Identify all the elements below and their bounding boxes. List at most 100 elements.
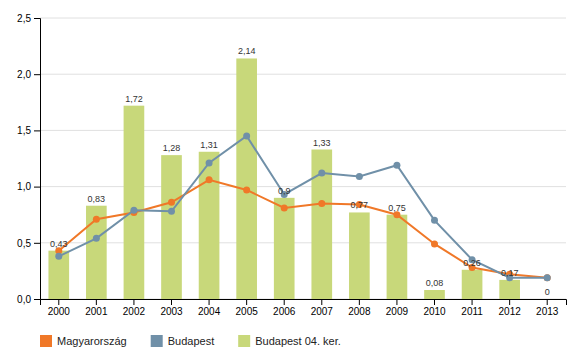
legend-label: Budapest bbox=[168, 335, 214, 347]
marker bbox=[318, 200, 325, 207]
legend-label: Magyarország bbox=[57, 335, 127, 347]
x-tick-label: 2011 bbox=[461, 306, 483, 317]
bar bbox=[311, 150, 332, 299]
x-tick: 2011 bbox=[461, 299, 483, 317]
x-tick-mark bbox=[246, 299, 247, 305]
bar bbox=[86, 206, 107, 299]
y-tick: 1,0 bbox=[17, 181, 40, 192]
y-tick-label: 2,0 bbox=[17, 69, 31, 80]
marker bbox=[281, 204, 288, 211]
data-label: 1,72 bbox=[125, 94, 143, 104]
data-label: 2,14 bbox=[238, 46, 256, 56]
y-axis: 0,0 0,5 1,0 1,5 2,0 2,5 bbox=[17, 13, 40, 305]
x-tick-label: 2009 bbox=[386, 306, 409, 317]
marks bbox=[48, 58, 550, 299]
grid-line bbox=[40, 130, 566, 131]
legend-swatch bbox=[40, 335, 52, 347]
chart: 2000200120022003200420052006200720082009… bbox=[0, 0, 580, 363]
x-tick-mark bbox=[209, 299, 210, 305]
data-label: 0,08 bbox=[426, 278, 444, 288]
x-tick: 2008 bbox=[348, 299, 371, 317]
y-tick-mark bbox=[34, 299, 40, 300]
x-tick-label: 2010 bbox=[423, 306, 446, 317]
marker bbox=[93, 235, 100, 242]
grid-line bbox=[40, 18, 566, 19]
marker bbox=[206, 159, 213, 166]
bar bbox=[499, 280, 520, 299]
y-tick-label: 1,5 bbox=[17, 125, 31, 136]
marker bbox=[356, 173, 363, 180]
bar bbox=[48, 251, 69, 299]
marker bbox=[168, 208, 175, 215]
x-tick-mark bbox=[547, 299, 548, 305]
x-tick: 2009 bbox=[386, 299, 409, 317]
x-tick: 2004 bbox=[198, 299, 221, 317]
marker bbox=[544, 274, 551, 281]
x-tick-label: 2000 bbox=[48, 306, 71, 317]
x-tick: 2002 bbox=[123, 299, 146, 317]
grid bbox=[40, 18, 566, 299]
grid-line bbox=[40, 74, 566, 75]
legend-label: Budapest 04. ker. bbox=[255, 335, 341, 347]
y-tick-mark bbox=[34, 243, 40, 244]
x-tick: 2000 bbox=[48, 299, 71, 317]
legend-item: Budapest 04. ker. bbox=[238, 335, 341, 347]
data-labels: 0,43 0,83 1,72 1,28 1,31 2,14 0,9 1,33 0,77 0,75 0… bbox=[50, 46, 550, 297]
marker bbox=[431, 240, 438, 247]
x-tick-label: 2001 bbox=[85, 306, 108, 317]
data-label: 1,28 bbox=[163, 143, 181, 153]
x-tick-mark bbox=[133, 299, 134, 305]
x-tick-mark bbox=[472, 299, 473, 305]
legend-item: Magyarország bbox=[40, 335, 127, 347]
legend-item: Budapest bbox=[151, 335, 214, 347]
x-tick-mark bbox=[58, 299, 59, 305]
data-label: 0,77 bbox=[351, 200, 369, 210]
y-tick-label: 0,5 bbox=[17, 238, 31, 249]
marker bbox=[393, 162, 400, 169]
y-tick: 0,0 bbox=[17, 294, 40, 305]
x-tick: 2003 bbox=[160, 299, 183, 317]
data-label: 0,26 bbox=[463, 258, 481, 268]
y-tick-mark bbox=[34, 18, 40, 19]
legend-swatch bbox=[151, 335, 163, 347]
marker bbox=[544, 274, 551, 281]
y-tick-mark bbox=[34, 74, 40, 75]
bar bbox=[424, 290, 445, 299]
x-tick-label: 2004 bbox=[198, 306, 221, 317]
line bbox=[59, 136, 547, 278]
bar bbox=[537, 299, 558, 300]
x-tick: 2012 bbox=[499, 299, 522, 317]
bar bbox=[274, 198, 295, 299]
y-tick-mark bbox=[34, 130, 40, 131]
line-series bbox=[55, 176, 550, 281]
data-label: 0,43 bbox=[50, 239, 68, 249]
data-label: 1,31 bbox=[200, 140, 218, 150]
bar bbox=[349, 212, 370, 299]
y-tick-mark bbox=[34, 187, 40, 188]
data-label: 1,33 bbox=[313, 138, 331, 148]
x-tick-label: 2003 bbox=[160, 306, 183, 317]
y-tick: 2,5 bbox=[17, 13, 40, 24]
x-tick-mark bbox=[96, 299, 97, 305]
x-tick: 2010 bbox=[423, 299, 446, 317]
y-tick: 0,5 bbox=[17, 238, 40, 249]
x-tick-mark bbox=[509, 299, 510, 305]
data-label: 0,75 bbox=[388, 203, 406, 213]
marker bbox=[431, 217, 438, 224]
data-label: 0,17 bbox=[501, 268, 519, 278]
x-tick-label: 2012 bbox=[499, 306, 522, 317]
bar-series bbox=[48, 58, 520, 299]
bar bbox=[236, 58, 257, 299]
data-label: 0,83 bbox=[88, 194, 106, 204]
y-tick-label: 2,5 bbox=[17, 13, 31, 24]
bar bbox=[161, 155, 182, 299]
x-tick: 2013 bbox=[536, 299, 559, 317]
x-tick-label: 2007 bbox=[311, 306, 334, 317]
data-label: 0 bbox=[545, 287, 550, 297]
grid-line bbox=[40, 242, 566, 243]
x-axis-line bbox=[41, 300, 567, 306]
data-label: 0,9 bbox=[278, 186, 291, 196]
x-tick: 2007 bbox=[311, 299, 334, 317]
x-tick-label: 2008 bbox=[348, 306, 371, 317]
marker bbox=[243, 186, 250, 193]
